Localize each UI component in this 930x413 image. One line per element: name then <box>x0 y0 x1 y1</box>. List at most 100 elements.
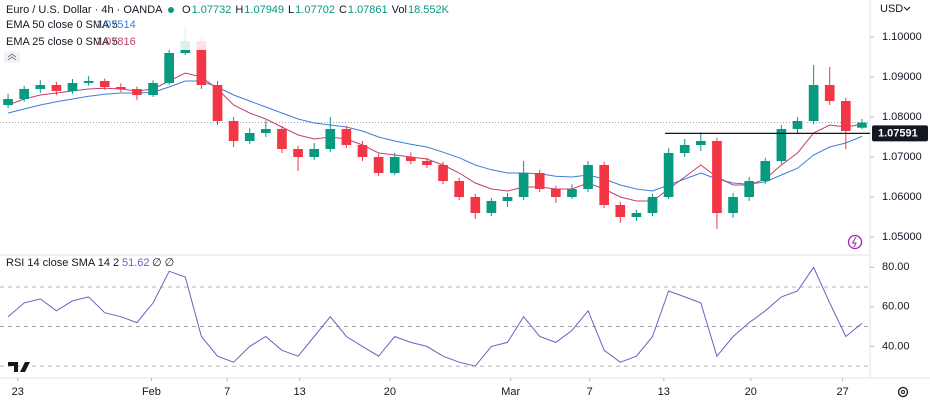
candle-body <box>712 141 722 213</box>
market-status <box>168 7 174 13</box>
candle-body <box>67 83 78 91</box>
candle-body <box>824 85 835 101</box>
rsi-tick-label: 80.00 <box>882 261 910 273</box>
candle-body <box>99 81 110 87</box>
candle-body <box>341 129 352 145</box>
x-tick-label: 13 <box>294 386 306 398</box>
rsi-name: RSI 14 close SMA 14 2 <box>6 257 119 269</box>
candle-body <box>599 165 609 205</box>
x-tick-label: 7 <box>587 386 593 398</box>
candle-body <box>776 129 787 161</box>
candle-body <box>3 99 13 105</box>
overlay-name: EMA 50 close 0 SMA 5 <box>6 19 118 31</box>
rsi-tick-label: 40.00 <box>882 340 910 352</box>
logo-mark <box>8 362 30 372</box>
ohlc-readout: O 1.07732 H 1.07949 L 1.07702 C 1.07861 Vol 18.55… <box>182 4 450 16</box>
ohlc-label: Vol <box>392 4 407 16</box>
candle-body <box>422 161 432 165</box>
logo[interactable] <box>8 362 30 372</box>
settings-icon[interactable] <box>897 386 909 398</box>
symbol-title[interactable]: Euro / U.S. Dollar · 4h · OANDA <box>6 4 163 16</box>
ohlc-value: 1.07732 <box>192 4 232 16</box>
ohlc-value: 1.07702 <box>295 4 335 16</box>
ohlc-value: 18.552K <box>408 4 450 16</box>
y-tick-label: 1.05000 <box>882 231 922 243</box>
candle-body <box>792 121 803 129</box>
overlay-name: EMA 25 close 0 SMA 5 <box>6 36 118 48</box>
candle-body <box>116 87 126 89</box>
candle-body <box>647 197 658 213</box>
replay-circle <box>847 234 863 250</box>
candle-body <box>19 89 29 99</box>
x-tick-label: Feb <box>142 386 161 398</box>
x-tick-label: 13 <box>658 386 670 398</box>
candle-body <box>518 173 529 197</box>
replay-bolt <box>851 236 857 248</box>
candle-body <box>261 129 271 133</box>
candle-body <box>277 129 287 149</box>
overlay-value: 1.07816 <box>96 36 136 48</box>
candle-body <box>857 122 867 128</box>
candle-body <box>486 201 497 213</box>
x-tick-label: Mar <box>501 386 520 398</box>
candle-body <box>212 85 223 121</box>
level-label: 1.07591 <box>878 127 918 139</box>
candle-body <box>728 197 738 213</box>
candle-body <box>534 173 545 189</box>
candle-body <box>438 165 448 181</box>
rsi-extra: ∅ ∅ <box>152 257 174 269</box>
candle-body <box>696 141 706 145</box>
x-tick-label: 23 <box>12 386 24 398</box>
candle-body <box>663 153 674 197</box>
candle-body <box>760 161 771 181</box>
ohlc-value: 1.07949 <box>244 4 284 16</box>
candle-body <box>132 89 142 95</box>
candle-body <box>502 197 513 201</box>
legend: Euro / U.S. Dollar · 4h · OANDA O 1.07732… <box>0 0 450 63</box>
ohlc-label: O <box>182 4 191 16</box>
candle-body <box>470 197 481 213</box>
candle-body <box>228 121 239 141</box>
y-tick-label: 1.07000 <box>882 151 922 163</box>
y-tick-label: 1.06000 <box>882 191 922 203</box>
legend-backdrop <box>0 0 420 50</box>
candle-body <box>325 129 336 149</box>
candle-body <box>615 205 626 217</box>
ohlc-label: H <box>235 4 243 16</box>
candle-body <box>744 181 754 197</box>
y-tick-label: 1.10000 <box>882 31 922 43</box>
candle-body <box>164 53 174 83</box>
overlay-value: 1.07514 <box>96 19 136 31</box>
candle-body <box>83 81 94 83</box>
candle-body <box>389 157 400 173</box>
x-tick-label: 20 <box>384 386 396 398</box>
candle-body <box>35 85 46 89</box>
rsi-value: 51.62 <box>122 257 150 269</box>
currency-dropdown <box>903 6 911 11</box>
candle-body <box>293 149 303 157</box>
candle-body <box>454 181 464 197</box>
candle-body <box>583 165 593 189</box>
rsi-line <box>7 266 863 367</box>
candle-body <box>196 41 207 85</box>
candle-body <box>679 145 690 153</box>
ohlc-label: C <box>339 4 347 16</box>
ohlc-value: 1.07861 <box>348 4 388 16</box>
y-tick-label: 1.09000 <box>882 71 922 83</box>
candle-body <box>51 85 62 91</box>
x-tick-label: 27 <box>836 386 848 398</box>
candle-body <box>309 149 319 157</box>
candle-body <box>148 83 158 95</box>
level-label-box <box>872 125 928 142</box>
gear <box>897 386 909 398</box>
currency[interactable]: USD <box>880 3 903 15</box>
collapse-icon <box>7 53 17 61</box>
candle-body <box>841 101 851 131</box>
candle-body <box>567 189 577 197</box>
replay-icon[interactable] <box>847 234 863 250</box>
gear-hub <box>901 390 905 394</box>
candle-body <box>551 189 561 197</box>
candle-body <box>406 157 416 161</box>
rsi-tick-label: 60.00 <box>882 301 910 313</box>
